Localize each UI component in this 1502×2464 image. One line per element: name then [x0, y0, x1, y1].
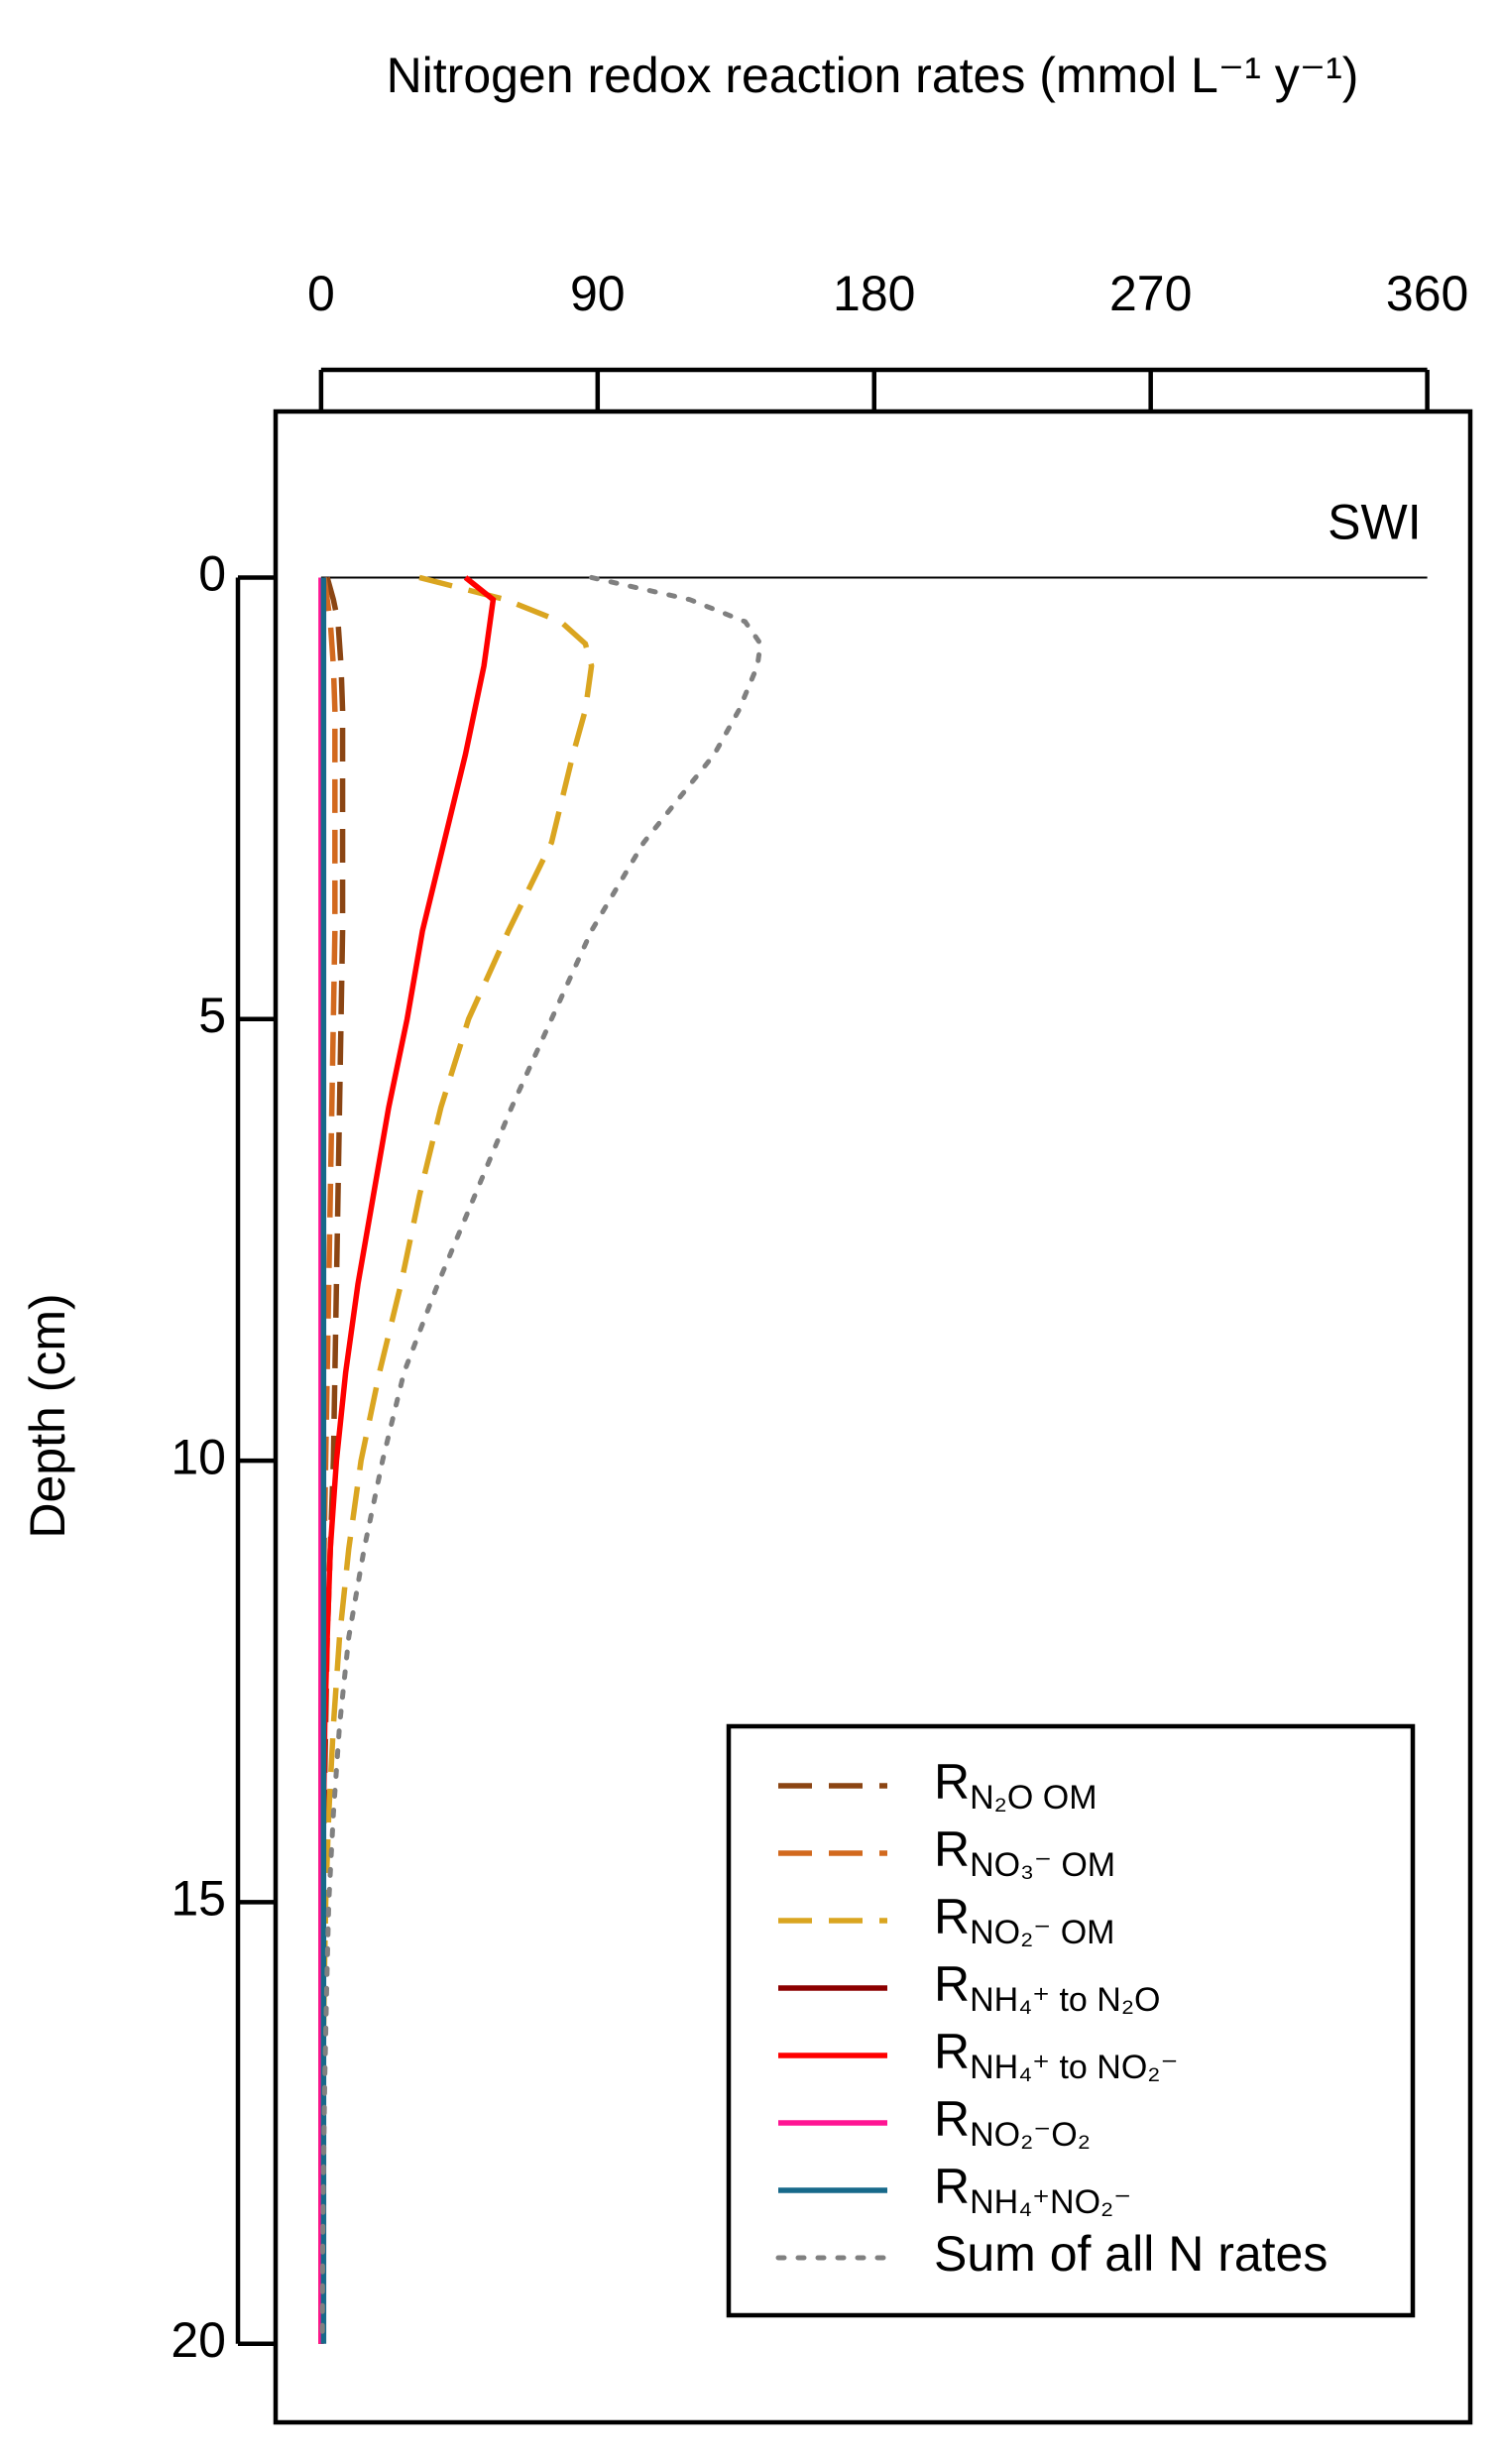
chart-title: Nitrogen redox reaction rates (mmol L⁻¹ … [387, 48, 1359, 103]
legend-frame [726, 1723, 1416, 2318]
legend-label: RN₂O OM [934, 1754, 1098, 1817]
y-axis-label: Depth (cm) [20, 1293, 75, 1538]
y-tick-label: 5 [198, 988, 226, 1043]
y-tick-label: 10 [171, 1429, 226, 1484]
legend-label: Sum of all N rates [934, 2226, 1328, 2282]
x-tick-label: 270 [1109, 266, 1192, 321]
series-line [319, 574, 763, 2347]
series-line [318, 575, 497, 2344]
y-tick-label: 0 [198, 546, 226, 602]
legend-label: RNH₄⁺NO₂⁻ [934, 2159, 1131, 2221]
series-line [318, 576, 346, 2344]
x-tick-label: 360 [1386, 266, 1468, 321]
series-line [318, 574, 595, 2344]
x-tick-label: 0 [307, 266, 335, 321]
y-tick-label: 15 [171, 1871, 226, 1927]
legend-label: RNO₂⁻ OM [934, 1889, 1114, 1951]
x-tick-label: 90 [570, 266, 626, 321]
legend-label: RNH₄⁺ to NO₂⁻ [934, 2024, 1178, 2086]
annotation: SWI [1328, 495, 1421, 550]
legend-label: RNH₄⁺ to N₂O [934, 1956, 1161, 2019]
y-tick-label: 20 [171, 2312, 226, 2368]
legend-label: RNO₃⁻ OM [934, 1821, 1115, 1884]
legend-label: RNO₂⁻O₂ [934, 2091, 1091, 2154]
x-tick-label: 180 [833, 266, 915, 321]
